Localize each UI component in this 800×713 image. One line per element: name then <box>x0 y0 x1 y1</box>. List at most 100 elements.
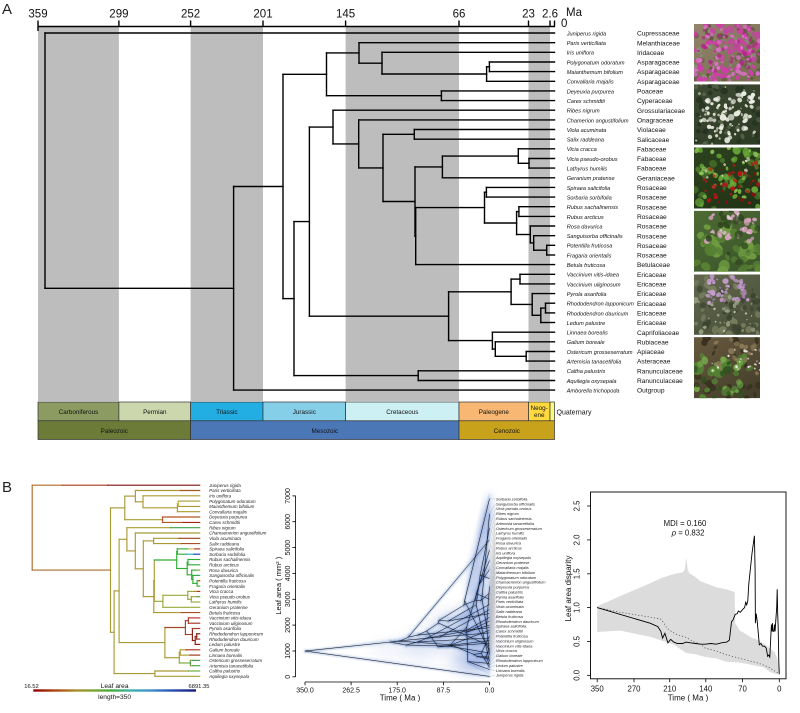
svg-text:Sanguisorba officinalis: Sanguisorba officinalis <box>209 573 255 578</box>
svg-text:Geranium pratense: Geranium pratense <box>567 176 615 182</box>
svg-text:Aquilegia oxysepala: Aquilegia oxysepala <box>208 674 250 679</box>
svg-text:Chamaenerion angustifolium: Chamaenerion angustifolium <box>209 531 267 536</box>
svg-text:Deyeuxia purpurea: Deyeuxia purpurea <box>209 515 248 520</box>
svg-text:Sorbaria sorbifolia: Sorbaria sorbifolia <box>496 496 528 501</box>
svg-text:Carboniferous: Carboniferous <box>59 409 99 416</box>
svg-text:Pyrola asarifolia: Pyrola asarifolia <box>567 292 607 298</box>
svg-text:Carex schmidtii: Carex schmidtii <box>496 629 523 634</box>
svg-text:Ribes nigrum: Ribes nigrum <box>496 511 520 516</box>
svg-text:Vicia cracca: Vicia cracca <box>496 648 518 653</box>
svg-text:Caprifoliaceae: Caprifoliaceae <box>637 330 679 337</box>
svg-text:Ribes nigrum: Ribes nigrum <box>209 525 236 530</box>
svg-text:Pyrola asarifolia: Pyrola asarifolia <box>209 626 242 631</box>
svg-text:299: 299 <box>109 9 128 21</box>
svg-text:Deyeuxia purpurea: Deyeuxia purpurea <box>567 89 614 95</box>
svg-text:Convallaria majalis: Convallaria majalis <box>567 80 614 86</box>
svg-text:Aquilegia oxysepala: Aquilegia oxysepala <box>566 379 617 385</box>
svg-text:MDI = 0.160: MDI = 0.160 <box>664 519 707 528</box>
svg-text:Rosaceae: Rosaceae <box>637 233 667 240</box>
svg-text:23: 23 <box>522 9 535 21</box>
svg-text:0.5: 0.5 <box>573 635 582 647</box>
svg-text:Salicaceae: Salicaceae <box>637 137 670 144</box>
svg-text:Betula fruticosa: Betula fruticosa <box>496 614 524 619</box>
svg-text:Rosaceae: Rosaceae <box>637 224 667 231</box>
svg-text:7000: 7000 <box>285 488 292 504</box>
svg-text:Rosa davurica: Rosa davurica <box>567 224 603 230</box>
svg-text:Cenozoic: Cenozoic <box>494 428 520 435</box>
svg-text:Fragaria orientalis: Fragaria orientalis <box>567 253 612 259</box>
svg-text:Chamerion angustifolium: Chamerion angustifolium <box>567 118 629 124</box>
svg-text:Maianthemum bifolium: Maianthemum bifolium <box>496 570 536 575</box>
svg-text:Caltha palustris: Caltha palustris <box>209 669 241 674</box>
svg-text:Rubus sachalinensis: Rubus sachalinensis <box>209 557 251 562</box>
svg-text:Time ( Ma ): Time ( Ma ) <box>668 694 709 703</box>
svg-text:210: 210 <box>663 685 677 694</box>
svg-text:6000: 6000 <box>285 514 292 530</box>
svg-text:Vicia pseudo-orobus: Vicia pseudo-orobus <box>496 506 531 511</box>
svg-text:Aquilegia oxysepala: Aquilegia oxysepala <box>495 555 531 560</box>
svg-text:Ostericum grosseserratum: Ostericum grosseserratum <box>567 350 633 356</box>
svg-text:Deyeuxia purpurea: Deyeuxia purpurea <box>496 585 530 590</box>
svg-text:Galium boreale: Galium boreale <box>567 340 605 346</box>
svg-text:Ostericum grosseserratum: Ostericum grosseserratum <box>496 526 543 531</box>
svg-text:Asteraceae: Asteraceae <box>637 359 671 366</box>
svg-text:0: 0 <box>561 18 567 30</box>
svg-text:0.0: 0.0 <box>573 669 582 681</box>
svg-text:2.6: 2.6 <box>542 9 558 21</box>
svg-text:Sanguisorba officinalis: Sanguisorba officinalis <box>496 501 535 506</box>
svg-text:Artemisia tanacetifolia: Artemisia tanacetifolia <box>566 360 622 366</box>
svg-text:Potentilla fruticosa: Potentilla fruticosa <box>567 244 613 250</box>
svg-text:Cyperaceae: Cyperaceae <box>637 98 673 105</box>
svg-text:Linnaea borealis: Linnaea borealis <box>567 331 608 337</box>
svg-text:Rhododendron lapponicum: Rhododendron lapponicum <box>496 658 543 663</box>
svg-text:Galium boreale: Galium boreale <box>209 648 240 653</box>
svg-text:Rosaceae: Rosaceae <box>637 214 667 221</box>
svg-text:Sorbaria sorbifolia: Sorbaria sorbifolia <box>567 196 612 202</box>
svg-text:Leaf area disparity: Leaf area disparity <box>564 556 573 622</box>
svg-text:6891.35: 6891.35 <box>189 684 210 690</box>
svg-text:Vaccinium vitis-idaea: Vaccinium vitis-idaea <box>209 616 252 621</box>
svg-text:Apiaceae: Apiaceae <box>637 349 665 356</box>
svg-text:1.0: 1.0 <box>573 602 582 614</box>
svg-text:Iris uniflora: Iris uniflora <box>567 51 594 57</box>
svg-text:Iris uniflora: Iris uniflora <box>209 494 232 499</box>
svg-text:Caltha palustris: Caltha palustris <box>567 369 606 375</box>
svg-text:Rhododendron dauricum: Rhododendron dauricum <box>567 311 629 317</box>
svg-text:2000: 2000 <box>285 617 292 633</box>
svg-text:Juniperus rigida: Juniperus rigida <box>495 673 524 678</box>
svg-text:Ericaceae: Ericaceae <box>637 320 667 327</box>
svg-text:Potentilla fruticosa: Potentilla fruticosa <box>209 578 246 583</box>
svg-text:Ribes nigrum: Ribes nigrum <box>567 109 600 115</box>
svg-text:Betulaceae: Betulaceae <box>637 262 670 269</box>
svg-text:Artemisia tanacetifolia: Artemisia tanacetifolia <box>495 521 535 526</box>
svg-text:Artemisia tanacetifolia: Artemisia tanacetifolia <box>208 663 254 668</box>
svg-text:0: 0 <box>285 675 292 679</box>
svg-text:Asparagaceae: Asparagaceae <box>637 60 680 67</box>
svg-text:Rosaceae: Rosaceae <box>637 253 667 260</box>
svg-text:Sanguisorba officinalis: Sanguisorba officinalis <box>567 234 623 240</box>
svg-text:Lathyrus humilis: Lathyrus humilis <box>567 167 608 173</box>
svg-text:Rosa davurica: Rosa davurica <box>496 541 522 546</box>
svg-text:Vicia pseudo-orobus: Vicia pseudo-orobus <box>567 157 618 163</box>
svg-text:2.5: 2.5 <box>573 500 582 512</box>
svg-text:Poaceae: Poaceae <box>637 89 663 96</box>
svg-text:Paris verticillata: Paris verticillata <box>567 41 606 47</box>
svg-text:Ericaceae: Ericaceae <box>637 311 667 318</box>
svg-text:Ledum palustre: Ledum palustre <box>567 321 606 327</box>
svg-text:Viola acuminata: Viola acuminata <box>496 604 524 609</box>
svg-text:Ranunculaceae: Ranunculaceae <box>637 378 683 385</box>
svg-text:5000: 5000 <box>285 540 292 556</box>
svg-text:Amborella trichopoda: Amborella trichopoda <box>566 389 620 395</box>
svg-text:Melanthiaceae: Melanthiaceae <box>637 40 680 47</box>
svg-text:Leaf area: Leaf area <box>101 683 129 690</box>
svg-text:Jurassic: Jurassic <box>293 409 316 416</box>
svg-text:Grossulariaceae: Grossulariaceae <box>637 108 685 115</box>
svg-text:262.5: 262.5 <box>342 688 360 695</box>
svg-text:length=350: length=350 <box>98 694 131 701</box>
svg-text:Rubus sachalinensis: Rubus sachalinensis <box>567 205 619 211</box>
svg-text:Rubus arcticus: Rubus arcticus <box>496 545 522 550</box>
svg-text:Paris verticillata: Paris verticillata <box>209 488 241 493</box>
svg-text:Viola acuminata: Viola acuminata <box>567 128 607 134</box>
svg-text:Time ( Ma ): Time ( Ma ) <box>380 694 421 703</box>
svg-text:Rhododendron dauricum: Rhododendron dauricum <box>496 619 540 624</box>
